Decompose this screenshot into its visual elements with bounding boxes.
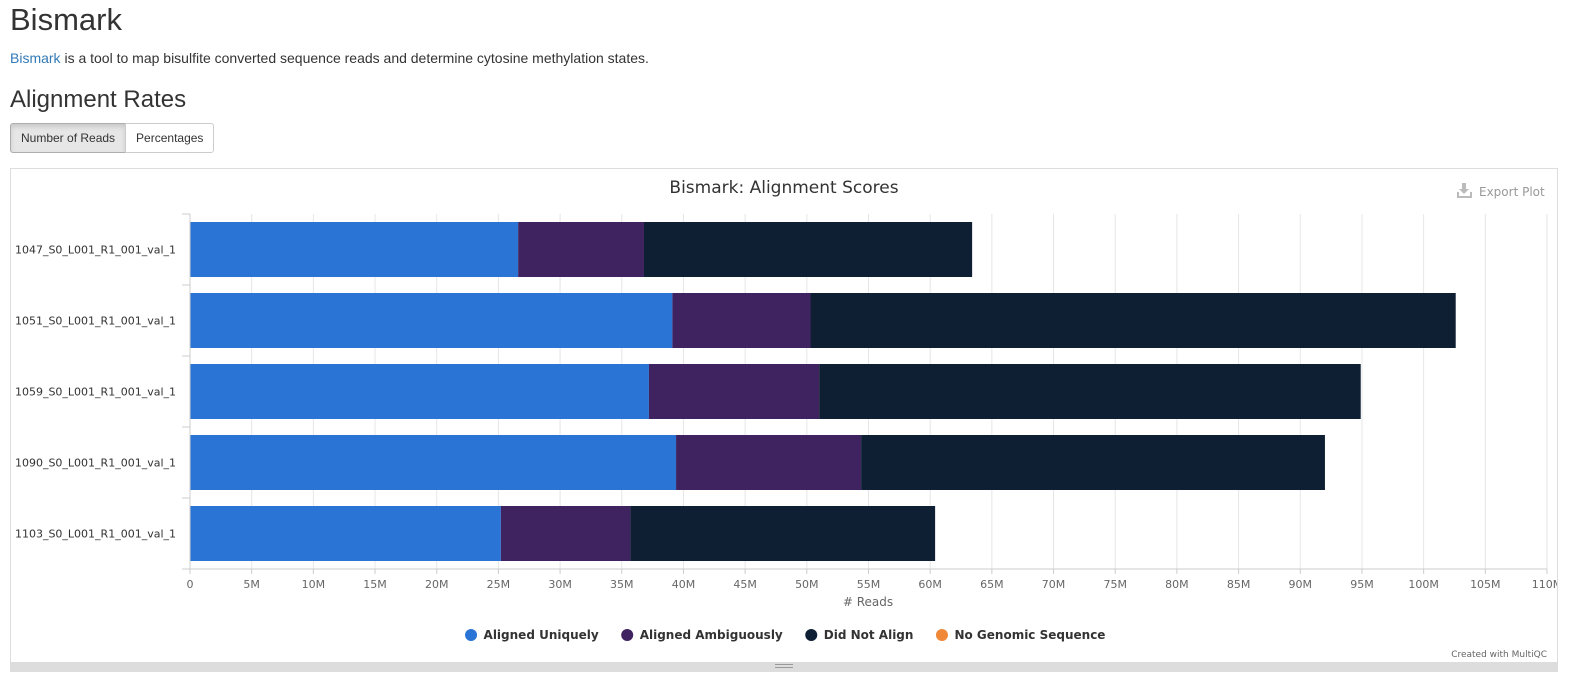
x-tick-label: 15M: [363, 578, 387, 591]
legend-swatch-icon: [805, 629, 818, 641]
bars-layer: [190, 222, 1456, 561]
legend-item[interactable]: No Genomic Sequence: [935, 628, 1106, 642]
legend-swatch-icon: [465, 629, 478, 641]
y-category-label: 1051_S0_L001_R1_001_val_1: [15, 315, 176, 328]
bar-segment[interactable]: [810, 293, 1456, 348]
x-tick-label: 90M: [1289, 578, 1313, 591]
bar-segment[interactable]: [819, 364, 1361, 419]
multiqc-credit: Created with MultiQC: [1451, 650, 1547, 660]
bar-segment[interactable]: [190, 222, 519, 277]
y-category-label: 1047_S0_L001_R1_001_val_1: [15, 244, 176, 257]
x-tick-label: 0: [187, 578, 194, 591]
bar-segment[interactable]: [648, 364, 820, 419]
bar-segment[interactable]: [643, 222, 973, 277]
x-tick-label: 85M: [1227, 578, 1251, 591]
legend-item[interactable]: Did Not Align: [805, 628, 913, 642]
bar-segment[interactable]: [190, 435, 677, 490]
x-tick-label: 110M: [1532, 578, 1557, 591]
legend-label: Aligned Uniquely: [484, 628, 599, 642]
export-plot-label: Export Plot: [1479, 185, 1545, 199]
x-tick-label: 75M: [1103, 578, 1127, 591]
resize-grip-icon: [775, 664, 793, 668]
plot-resize-handle[interactable]: [11, 662, 1557, 671]
x-tick-label: 40M: [672, 578, 696, 591]
bar-segment[interactable]: [518, 222, 644, 277]
percentages-button[interactable]: Percentages: [125, 123, 215, 153]
number-of-reads-button[interactable]: Number of Reads: [10, 123, 127, 153]
x-tick-label: 50M: [795, 578, 819, 591]
bar-segment[interactable]: [190, 506, 501, 561]
x-tick-label: 45M: [733, 578, 757, 591]
x-tick-label: 105M: [1470, 578, 1501, 591]
x-tick-label: 25M: [487, 578, 511, 591]
legend: Aligned Uniquely Aligned Ambiguously Did N…: [465, 628, 1105, 642]
plot-container: 0 5M 10M 15M 20M 25M 30M 35M 40M 45M 50M 55M 60M 65M 7…: [10, 168, 1558, 672]
x-tick-label: 20M: [425, 578, 449, 591]
x-tick-label: 100M: [1408, 578, 1439, 591]
bar-segment[interactable]: [190, 364, 649, 419]
x-tick-label: 80M: [1165, 578, 1189, 591]
y-category-label: 1103_S0_L001_R1_001_val_1: [15, 528, 176, 541]
x-tick-label: 65M: [980, 578, 1004, 591]
y-category-label: 1059_S0_L001_R1_001_val_1: [15, 386, 176, 399]
bar-segment[interactable]: [630, 506, 936, 561]
x-tick-label: 30M: [548, 578, 572, 591]
section-title: Alignment Rates: [10, 86, 187, 113]
x-tick-label: 60M: [918, 578, 942, 591]
x-tick-label: 5M: [243, 578, 260, 591]
bar-segment[interactable]: [190, 293, 673, 348]
chart-title: Bismark: Alignment Scores: [669, 178, 898, 198]
axis-layer: 0 5M 10M 15M 20M 25M 30M 35M 40M 45M 50M 55M 60M 65M 7…: [15, 213, 1557, 591]
bar-segment[interactable]: [500, 506, 631, 561]
x-axis-label: # Reads: [843, 595, 893, 609]
intro-paragraph: Bismark is a tool to map bisulfite conve…: [10, 50, 649, 66]
bismark-link[interactable]: Bismark: [10, 50, 61, 66]
x-tick-label: 55M: [857, 578, 881, 591]
legend-item[interactable]: Aligned Ambiguously: [621, 628, 783, 642]
bar-segment[interactable]: [676, 435, 862, 490]
x-tick-label: 35M: [610, 578, 634, 591]
page-title: Bismark: [10, 2, 122, 37]
legend-label: Aligned Ambiguously: [640, 628, 783, 642]
export-plot-button[interactable]: Export Plot: [1457, 183, 1545, 199]
x-tick-label: 95M: [1350, 578, 1374, 591]
plot-toggle-group: Number of Reads Percentages: [10, 123, 215, 153]
y-category-label: 1090_S0_L001_R1_001_val_1: [15, 457, 176, 470]
download-icon: [1457, 183, 1472, 198]
bar-segment[interactable]: [672, 293, 811, 348]
legend-label: No Genomic Sequence: [954, 628, 1105, 642]
x-tick-label: 10M: [302, 578, 326, 591]
legend-swatch-icon: [935, 629, 948, 641]
bar-segment[interactable]: [861, 435, 1325, 490]
intro-text: is a tool to map bisulfite converted seq…: [60, 50, 649, 66]
legend-swatch-icon: [621, 629, 634, 641]
legend-label: Did Not Align: [824, 628, 914, 642]
alignment-scores-chart: 0 5M 10M 15M 20M 25M 30M 35M 40M 45M 50M 55M 60M 65M 7…: [15, 178, 1557, 660]
x-tick-label: 70M: [1042, 578, 1066, 591]
legend-item[interactable]: Aligned Uniquely: [465, 628, 599, 642]
